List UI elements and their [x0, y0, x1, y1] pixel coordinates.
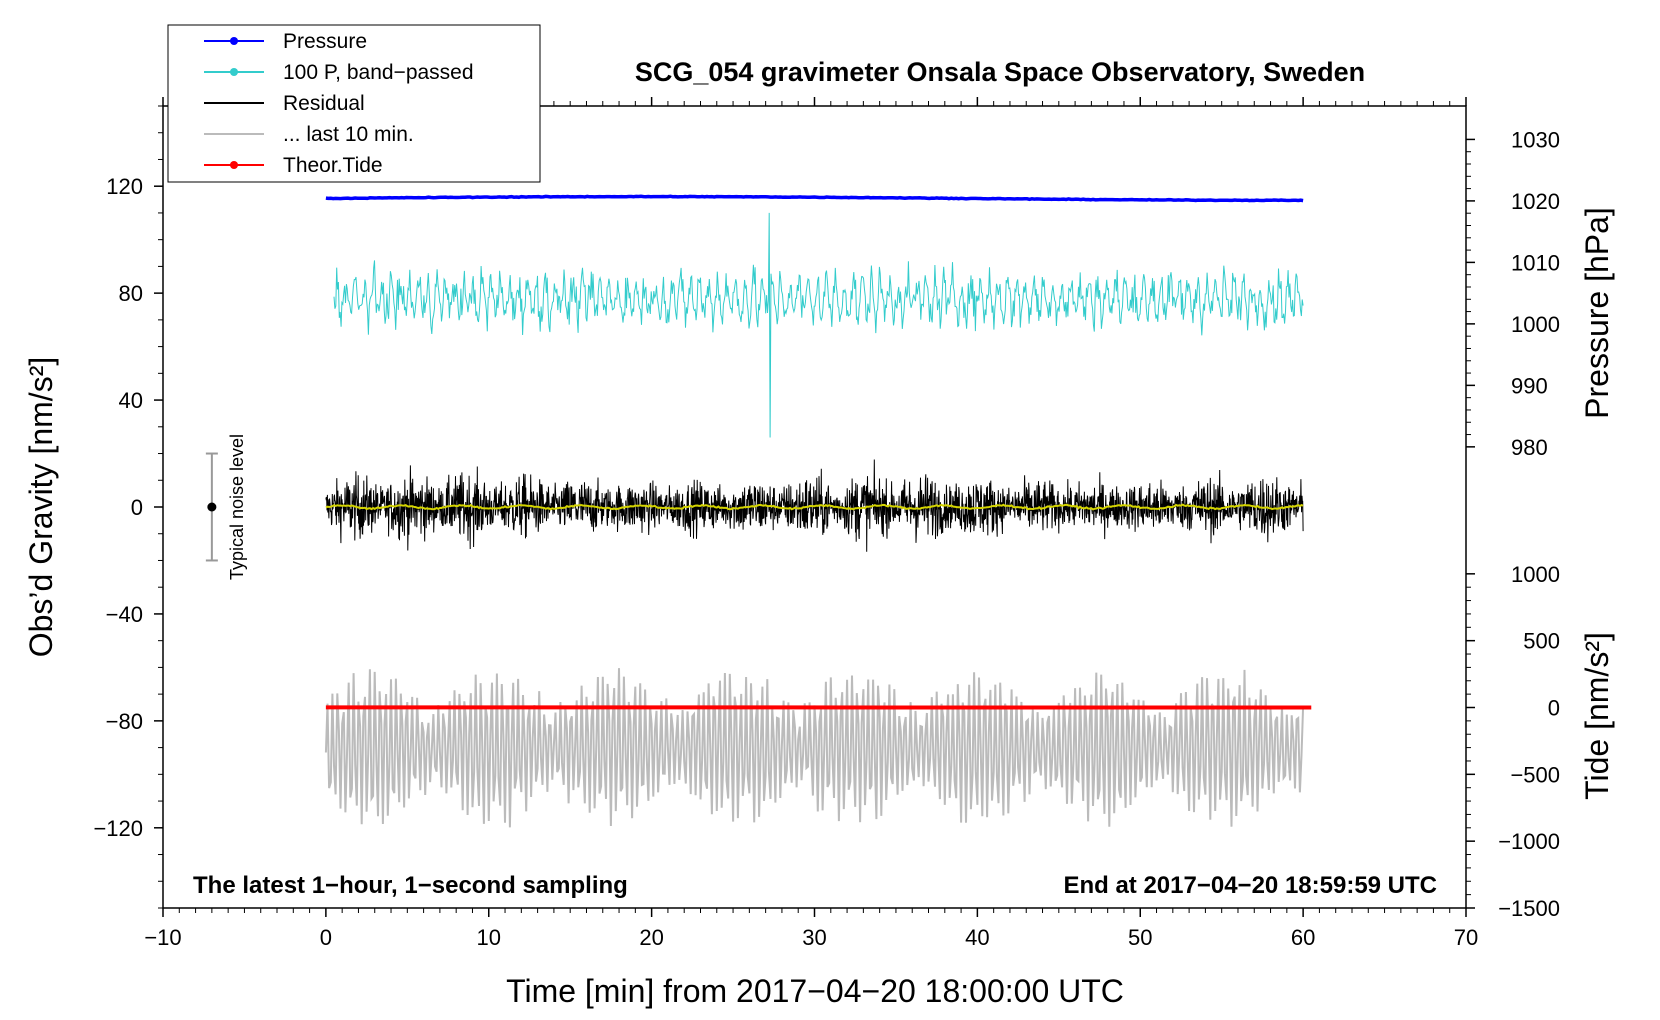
pressure-series-line	[325, 194, 1304, 203]
y-tide-tick-label: −1000	[1498, 829, 1560, 854]
x-tick-label: 0	[320, 925, 332, 950]
legend-label: Theor.Tide	[283, 154, 383, 177]
y-left-axis-label: Obs’d Gravity [nm/s²]	[23, 357, 59, 658]
legend: Pressure 100 P, band−passed Residual ... la…	[167, 24, 541, 183]
y-pressure-tick-label: 1010	[1511, 250, 1560, 275]
y-pressure-axis-label: Pressure [hPa]	[1579, 207, 1615, 419]
y-left-tick-label: 80	[119, 281, 143, 306]
y-pressure-axis-ticks: 980 990 1000 1010 1020 1030	[1466, 127, 1560, 460]
legend-item: Residual	[204, 92, 365, 115]
annotation-bottom-left: The latest 1−hour, 1−second sampling	[193, 872, 628, 899]
y-tide-tick-label: −1500	[1498, 896, 1560, 921]
annotation-bottom-right: End at 2017−04−20 18:59:59 UTC	[1063, 872, 1437, 899]
y-left-tick-label: −80	[106, 709, 143, 734]
noise-level-label: Typical noise level	[227, 434, 247, 580]
x-tick-label: 20	[639, 925, 663, 950]
y-tide-axis-label: Tide [nm/s²]	[1579, 632, 1615, 800]
legend-swatch-marker	[230, 68, 238, 76]
y-left-tick-label: 120	[106, 174, 143, 199]
x-tick-label: 50	[1128, 925, 1152, 950]
y-left-axis-ticks: −120 −80 −40 0 40 80 120	[93, 105, 163, 909]
y-tide-tick-label: 1000	[1511, 562, 1560, 587]
residual-smoothed-line	[325, 503, 1304, 511]
y-pressure-tick-label: 990	[1511, 373, 1548, 398]
y-pressure-tick-label: 1000	[1511, 312, 1560, 337]
y-tide-tick-label: −500	[1510, 762, 1560, 787]
y-left-tick-label: −120	[93, 816, 143, 841]
noise-level-indicator: Typical noise level	[205, 434, 247, 580]
x-axis-label: Time [min] from 2017−04−20 18:00:00 UTC	[506, 973, 1124, 1009]
y-left-tick-label: 0	[131, 495, 143, 520]
x-tick-label: 60	[1291, 925, 1315, 950]
bandpassed-pressure-line	[333, 212, 1304, 438]
y-pressure-tick-label: 1030	[1511, 127, 1560, 152]
legend-item: ... last 10 min.	[204, 123, 414, 146]
x-axis-ticks: −10 0 10 20 30 40 50 60 70	[144, 97, 1478, 950]
legend-label: ... last 10 min.	[283, 123, 414, 146]
legend-item: 100 P, band−passed	[204, 61, 474, 84]
legend-label: Residual	[283, 92, 365, 115]
y-pressure-tick-label: 980	[1511, 435, 1548, 460]
legend-swatch-marker	[230, 37, 238, 45]
y-left-tick-label: −40	[106, 602, 143, 627]
y-left-tick-label: 40	[119, 388, 143, 413]
x-tick-label: 10	[477, 925, 501, 950]
x-tick-label: 70	[1454, 925, 1478, 950]
y-tide-tick-label: 500	[1523, 629, 1560, 654]
legend-swatch-marker	[230, 161, 238, 169]
legend-label: Pressure	[283, 30, 367, 53]
residual-series-line	[325, 459, 1304, 552]
x-tick-label: 40	[965, 925, 989, 950]
x-tick-label: −10	[144, 925, 181, 950]
x-tick-label: 30	[802, 925, 826, 950]
legend-label: 100 P, band−passed	[283, 61, 474, 84]
series-layer	[324, 194, 1312, 828]
chart-title: SCG_054 gravimeter Onsala Space Observat…	[635, 57, 1365, 87]
legend-item: Theor.Tide	[204, 154, 383, 177]
y-tide-tick-label: 0	[1548, 696, 1560, 721]
y-tide-axis-ticks: −1500 −1000 −500 0 500 1000	[1466, 562, 1560, 921]
legend-items: Pressure 100 P, band−passed Residual ... la…	[204, 30, 474, 177]
noise-level-dot	[207, 502, 217, 512]
legend-item: Pressure	[204, 30, 367, 53]
last-10-min-line	[324, 668, 1305, 828]
y-pressure-tick-label: 1020	[1511, 189, 1560, 214]
